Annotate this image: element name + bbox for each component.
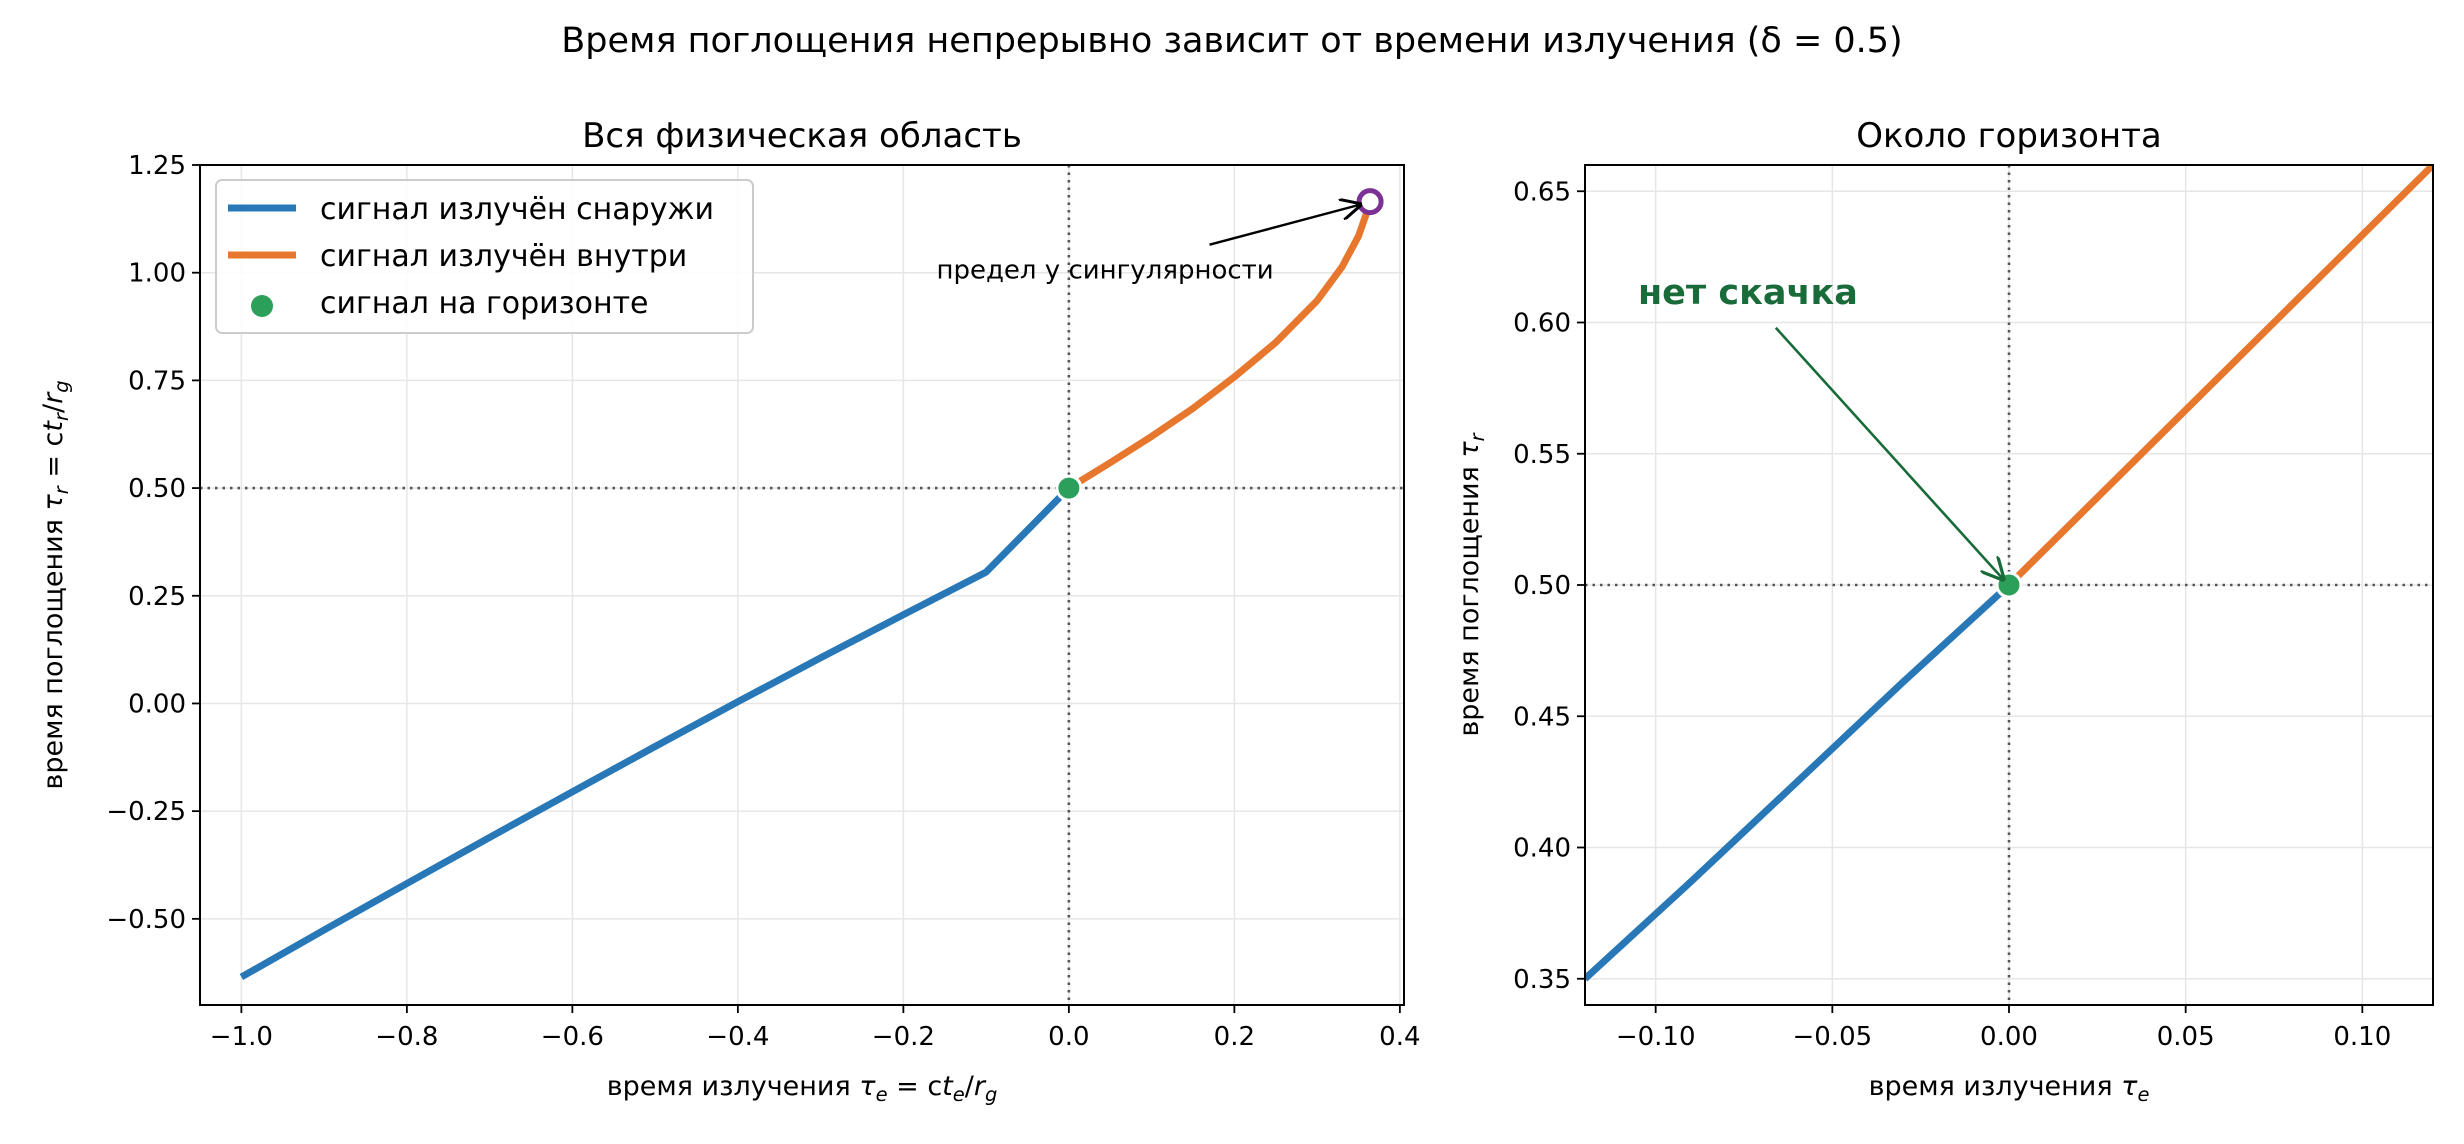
series-line-inside: [2006, 165, 2433, 588]
y-tick-label: 1.00: [128, 259, 186, 289]
y-tick-label: 0.65: [1513, 177, 1571, 207]
y-axis-label: время поглощения τr​: [1454, 432, 1489, 736]
y-tick-label: 0.35: [1513, 965, 1571, 995]
x-tick-label: −0.4: [706, 1022, 769, 1052]
series-line-outside: [239, 485, 1072, 981]
x-tick-label: −0.10: [1616, 1022, 1696, 1052]
series-line-outside: [1585, 582, 2012, 982]
y-tick-label: 0.00: [128, 689, 186, 719]
legend-box: [215, 179, 754, 334]
y-tick-label: 0.55: [1513, 440, 1571, 470]
y-tick-label: 0.25: [128, 582, 186, 612]
horizon-marker: [1055, 474, 1083, 502]
x-axis-label: время излучения τe​ = cte​/rg​: [607, 1071, 998, 1106]
subplot-title: Около горизонта: [1856, 116, 2162, 156]
singularity-marker: [1356, 188, 1384, 216]
annotation-arrow: [1209, 205, 1361, 246]
y-tick-label: 0.60: [1513, 309, 1571, 339]
legend-label: сигнал излучён внутри: [320, 239, 687, 274]
x-axis-label: время излучения τe​: [1869, 1071, 2150, 1106]
y-tick-label: 0.45: [1513, 702, 1571, 732]
chart-panel-full-domain: −1.0 −0.8 −0.6 −0.4 −0.2 0.0 0.2 0.4 −0.50 −0.25 0…: [38, 116, 1421, 1106]
legend-marker-horizon: [251, 295, 273, 317]
x-tick-label: −0.8: [375, 1022, 438, 1052]
x-tick-label: −0.6: [541, 1022, 604, 1052]
axes-frame: [199, 164, 1405, 1006]
x-tick-label: 0.00: [1980, 1022, 2038, 1052]
y-tick-label: 0.75: [128, 366, 186, 396]
y-tick-label: 0.40: [1513, 834, 1571, 864]
legend: сигнал излучён снаружи сигнал излучён вну…: [215, 179, 754, 334]
legend-label: сигнал на горизонте: [320, 286, 649, 321]
annotation-no-jump: нет скачка: [1638, 273, 1858, 313]
y-tick-label: 0.50: [128, 474, 186, 504]
y-tick-label: 1.25: [128, 151, 186, 181]
y-tick-label: −0.50: [106, 905, 186, 935]
x-tick-label: 0.10: [2333, 1022, 2391, 1052]
figure-title: Время поглощения непрерывно зависит от в…: [561, 21, 1902, 61]
y-tick-label: −0.25: [106, 797, 186, 827]
x-tick-label: −0.2: [872, 1022, 935, 1052]
series-group: [1585, 165, 2433, 982]
x-tick-label: 0.4: [1379, 1022, 1420, 1052]
annotation-singularity: предел у сингулярности: [936, 256, 1273, 286]
x-tick-label: 0.0: [1048, 1022, 1089, 1052]
subplot-title: Вся физическая область: [582, 116, 1022, 156]
series-group: [239, 200, 1374, 981]
x-tick-label: −0.05: [1792, 1022, 1872, 1052]
x-tick-label: 0.2: [1214, 1022, 1255, 1052]
chart-panel-near-horizon: −0.10 −0.05 0.00 0.05 0.10 0.35 0.40 0.45 0.50 0.…: [1454, 116, 2434, 1106]
legend-label: сигнал излучён снаружи: [320, 192, 714, 227]
y-tick-label: 0.50: [1513, 571, 1571, 601]
annotation-arrow: [1774, 326, 2003, 579]
x-tick-label: −1.0: [210, 1022, 273, 1052]
series-line-inside: [1067, 200, 1374, 492]
x-tick-label: 0.05: [2157, 1022, 2215, 1052]
y-axis-label: время поглощения τr​ = ctr​/rg​: [38, 380, 73, 789]
